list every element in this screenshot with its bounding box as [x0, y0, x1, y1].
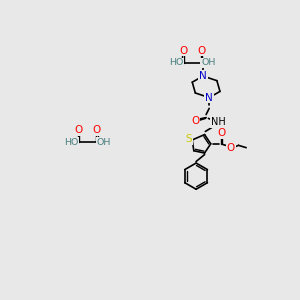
Text: O: O — [218, 128, 226, 138]
Text: OH: OH — [97, 138, 111, 147]
Text: NH: NH — [211, 117, 226, 127]
Text: N: N — [199, 71, 207, 81]
Text: OH: OH — [201, 58, 216, 68]
Text: HO: HO — [169, 58, 183, 68]
Text: O: O — [197, 46, 206, 56]
Text: HO: HO — [64, 138, 79, 147]
Text: O: O — [191, 116, 200, 126]
Text: O: O — [74, 125, 82, 135]
Text: O: O — [226, 143, 235, 153]
Text: S: S — [186, 134, 193, 144]
Text: N: N — [205, 93, 213, 103]
Text: O: O — [93, 125, 101, 135]
Text: O: O — [179, 46, 187, 56]
